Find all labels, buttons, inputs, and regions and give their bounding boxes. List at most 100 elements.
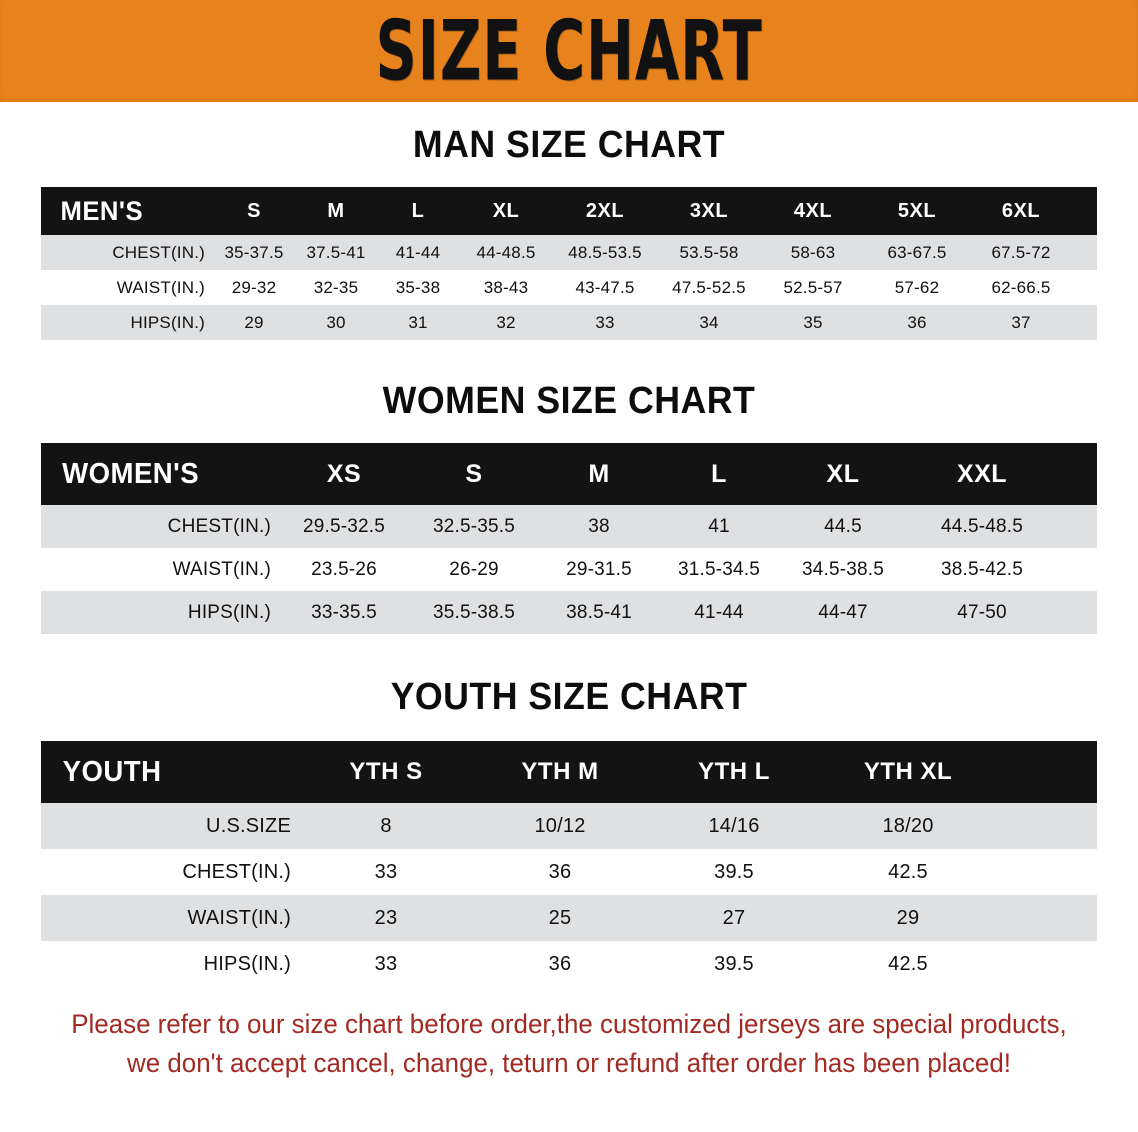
women-waist-xs: 23.5-26 [311,558,377,580]
youth-waist-spacer [995,895,1097,941]
men-chest-2xl: 48.5-53.5 [568,242,642,262]
youth-chest-s: 33 [374,860,398,883]
men-size-table: MEN'S S M L XL 2XL 3XL 4XL 5XL 6XL CHEST… [41,187,1097,340]
women-size-header-xs: XS [326,459,362,488]
youth-hips-s: 33 [374,952,398,975]
youth-size-header-m: YTH M [521,758,599,785]
man-section-title: MAN SIZE CHART [412,124,726,166]
women-chest-xl: 44.5 [824,515,862,537]
women-hips-m: 38.5-41 [566,601,632,623]
men-waist-s: 29-32 [231,277,277,297]
men-waist-4xl: 52.5-57 [783,277,843,297]
men-chest-l: 41-44 [395,242,441,262]
men-hips-3xl: 34 [699,312,719,332]
women-hips-xl: 44-47 [818,601,868,623]
men-waist-spacer [1073,270,1097,305]
men-waist-m: 32-35 [313,277,359,297]
women-size-header-s: S [465,459,483,488]
youth-ussize-xl: 18/20 [882,814,934,837]
youth-hips-m: 36 [548,952,572,975]
men-size-header-xl: XL [492,199,520,222]
women-header-row: WOMEN'S XS S M L XL XXL [41,443,1097,505]
women-size-header-xl: XL [826,459,860,488]
men-hips-xl: 32 [496,312,516,332]
women-size-header-l: L [711,459,727,488]
women-hips-xs: 33-35.5 [311,601,377,623]
men-hips-spacer [1073,305,1097,340]
men-size-header-4xl: 4XL [793,199,833,222]
men-header-spacer [1073,187,1097,235]
men-hips-m: 30 [326,312,346,332]
page-title: SIZE CHART [375,2,763,100]
men-corner-label: MEN'S [60,195,144,226]
men-waist-3xl: 47.5-52.5 [672,277,746,297]
women-hips-spacer [1057,591,1097,634]
men-size-header-3xl: 3XL [689,199,729,222]
men-header-row: MEN'S S M L XL 2XL 3XL 4XL 5XL 6XL [41,187,1097,235]
women-hips-s: 35.5-38.5 [432,601,516,623]
women-hips-label: HIPS(IN.) [187,601,271,623]
youth-waist-label: WAIST(IN.) [187,906,291,929]
men-waist-2xl: 43-47.5 [575,277,635,297]
women-chest-label: CHEST(IN.) [167,515,271,537]
youth-size-header-s: YTH S [349,758,423,785]
men-waist-5xl: 57-62 [894,277,940,297]
men-size-header-2xl: 2XL [585,199,625,222]
youth-hips-xl: 42.5 [888,952,928,975]
youth-size-header-l: YTH L [698,758,770,785]
men-hips-l: 31 [408,312,428,332]
men-hips-6xl: 37 [1011,312,1031,332]
youth-ussize-m: 10/12 [534,814,586,837]
youth-corner-label: YOUTH [62,755,162,788]
women-hips-xxl: 47-50 [957,601,1007,623]
women-size-header-m: M [588,459,610,488]
table-row: HIPS(IN.) 29 30 31 32 33 34 35 36 37 [41,305,1097,340]
youth-chest-m: 36 [548,860,572,883]
men-chest-6xl: 67.5-72 [991,242,1051,262]
table-row: WAIST(IN.) 23 25 27 29 [41,895,1097,941]
men-chest-s: 35-37.5 [224,242,284,262]
women-waist-l: 31.5-34.5 [677,558,761,580]
table-row: HIPS(IN.) 33-35.5 35.5-38.5 38.5-41 41-4… [41,591,1097,634]
women-chest-spacer [1057,505,1097,548]
youth-size-header-xl: YTH XL [863,758,953,785]
women-chest-xs: 29.5-32.5 [302,515,386,537]
youth-chest-label: CHEST(IN.) [182,860,291,883]
youth-chest-xl: 42.5 [888,860,928,883]
return-policy-line-1: Please refer to our size chart before or… [71,1009,1067,1039]
women-waist-s: 26-29 [449,558,499,580]
men-size-header-m: M [327,199,345,222]
youth-section-title: YOUTH SIZE CHART [390,676,748,718]
women-section-title: WOMEN SIZE CHART [382,380,756,422]
men-chest-5xl: 63-67.5 [887,242,947,262]
men-waist-6xl: 62-66.5 [991,277,1051,297]
women-size-header-xxl: XXL [956,459,1008,488]
men-size-header-5xl: 5XL [897,199,937,222]
men-size-header-s: S [247,199,261,222]
women-hips-l: 41-44 [694,601,744,623]
youth-waist-l: 27 [722,906,746,929]
men-hips-s: 29 [244,312,264,332]
table-row: U.S.SIZE 8 10/12 14/16 18/20 [41,803,1097,849]
men-chest-xl: 44-48.5 [476,242,536,262]
women-chest-l: 41 [708,515,730,537]
youth-chest-l: 39.5 [714,860,754,883]
men-waist-label: WAIST(IN.) [116,277,205,297]
youth-chest-spacer [995,849,1097,895]
men-chest-4xl: 58-63 [790,242,836,262]
page-banner: SIZE CHART [0,0,1138,102]
men-chest-3xl: 53.5-58 [679,242,739,262]
men-hips-2xl: 33 [595,312,615,332]
youth-hips-label: HIPS(IN.) [203,952,291,975]
women-chest-s: 32.5-35.5 [432,515,516,537]
youth-ussize-label: U.S.SIZE [206,814,291,837]
men-size-header-l: L [411,199,425,222]
men-chest-label: CHEST(IN.) [112,242,205,262]
table-row: WAIST(IN.) 23.5-26 26-29 29-31.5 31.5-34… [41,548,1097,591]
men-waist-l: 35-38 [395,277,441,297]
table-row: HIPS(IN.) 33 36 39.5 42.5 [41,941,1097,987]
women-waist-label: WAIST(IN.) [172,558,271,580]
youth-hips-spacer [995,941,1097,987]
women-chest-m: 38 [588,515,610,537]
youth-waist-xl: 29 [896,906,920,929]
